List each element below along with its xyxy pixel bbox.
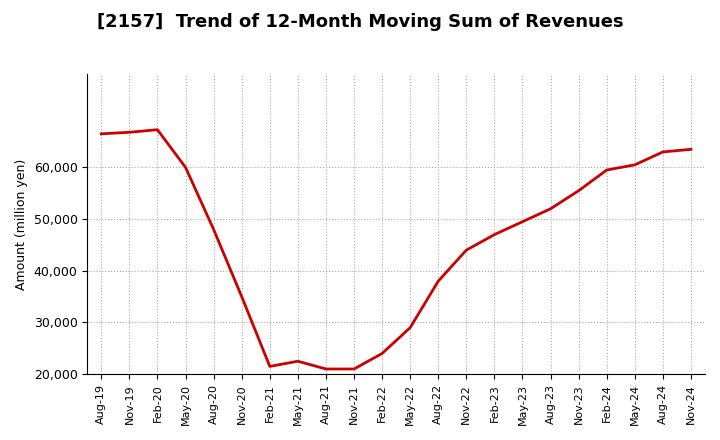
Y-axis label: Amount (million yen): Amount (million yen) bbox=[15, 159, 28, 290]
Text: [2157]  Trend of 12-Month Moving Sum of Revenues: [2157] Trend of 12-Month Moving Sum of R… bbox=[96, 13, 624, 31]
